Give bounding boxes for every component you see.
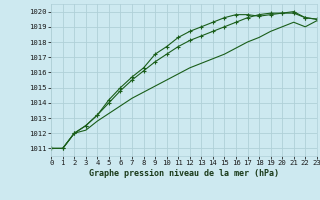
X-axis label: Graphe pression niveau de la mer (hPa): Graphe pression niveau de la mer (hPa): [89, 169, 279, 178]
